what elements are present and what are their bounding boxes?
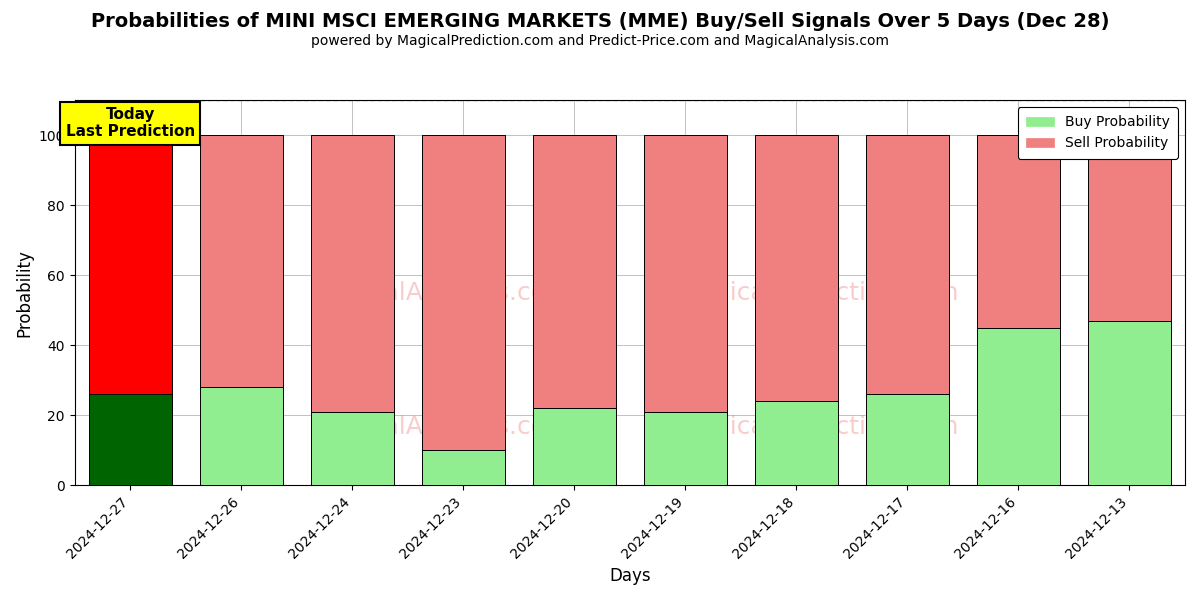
Bar [311,412,394,485]
Bar [1088,135,1171,320]
Text: MagicalAnalysis.com: MagicalAnalysis.com [311,415,571,439]
Text: Probabilities of MINI MSCI EMERGING MARKETS (MME) Buy/Sell Signals Over 5 Days (: Probabilities of MINI MSCI EMERGING MARK… [91,12,1109,31]
Bar [199,387,283,485]
Text: powered by MagicalPrediction.com and Predict-Price.com and MagicalAnalysis.com: powered by MagicalPrediction.com and Pre… [311,34,889,48]
Bar [89,135,172,394]
Bar [533,408,616,485]
Bar [643,412,727,485]
Text: Today
Last Prediction: Today Last Prediction [66,107,194,139]
Bar [89,394,172,485]
Bar [755,401,838,485]
Text: MagicalPrediction.com: MagicalPrediction.com [678,415,959,439]
Bar [865,394,949,485]
Legend: Buy Probability, Sell Probability: Buy Probability, Sell Probability [1018,107,1178,158]
Bar [421,450,505,485]
Bar [643,135,727,412]
Bar [421,135,505,450]
Y-axis label: Probability: Probability [16,248,34,337]
Bar [199,135,283,387]
Bar [865,135,949,394]
Bar [311,135,394,412]
Bar [977,328,1060,485]
Bar [755,135,838,401]
X-axis label: Days: Days [610,567,650,585]
Bar [1088,320,1171,485]
Bar [533,135,616,408]
Bar [977,135,1060,328]
Text: MagicalPrediction.com: MagicalPrediction.com [678,281,959,305]
Text: MagicalAnalysis.com: MagicalAnalysis.com [311,281,571,305]
